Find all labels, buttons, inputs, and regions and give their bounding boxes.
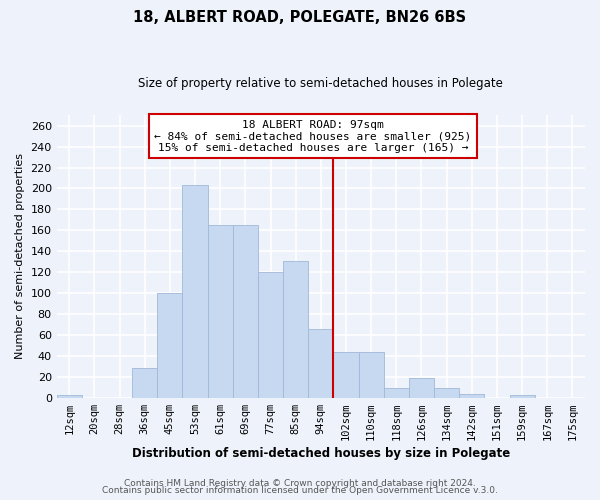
- Text: 18 ALBERT ROAD: 97sqm
← 84% of semi-detached houses are smaller (925)
15% of sem: 18 ALBERT ROAD: 97sqm ← 84% of semi-deta…: [154, 120, 472, 152]
- Text: Contains HM Land Registry data © Crown copyright and database right 2024.: Contains HM Land Registry data © Crown c…: [124, 478, 476, 488]
- Bar: [434, 388, 459, 398]
- Bar: [258, 272, 283, 398]
- Bar: [459, 394, 484, 398]
- Bar: [56, 394, 82, 398]
- Text: 18, ALBERT ROAD, POLEGATE, BN26 6BS: 18, ALBERT ROAD, POLEGATE, BN26 6BS: [133, 10, 467, 25]
- Bar: [132, 368, 157, 398]
- Bar: [359, 352, 384, 398]
- Bar: [208, 225, 233, 398]
- Bar: [283, 260, 308, 398]
- Bar: [509, 394, 535, 398]
- Bar: [233, 225, 258, 398]
- Bar: [308, 328, 334, 398]
- Bar: [182, 186, 208, 398]
- Bar: [157, 293, 182, 398]
- Y-axis label: Number of semi-detached properties: Number of semi-detached properties: [15, 154, 25, 360]
- Text: Contains public sector information licensed under the Open Government Licence v.: Contains public sector information licen…: [102, 486, 498, 495]
- X-axis label: Distribution of semi-detached houses by size in Polegate: Distribution of semi-detached houses by …: [132, 447, 510, 460]
- Bar: [409, 378, 434, 398]
- Title: Size of property relative to semi-detached houses in Polegate: Size of property relative to semi-detach…: [139, 78, 503, 90]
- Bar: [334, 352, 359, 398]
- Bar: [384, 388, 409, 398]
